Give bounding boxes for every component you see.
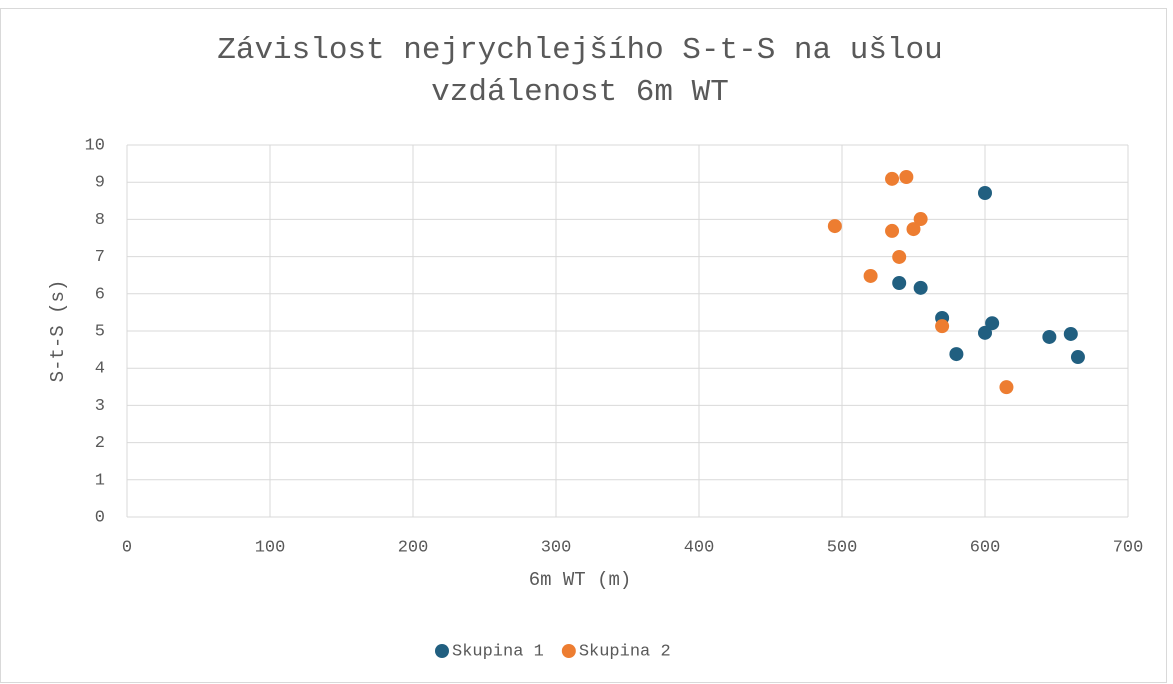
- point: [863, 268, 878, 283]
- y-axis-label: S-t-S (s): [47, 280, 69, 383]
- legend-label: Skupina 2: [579, 642, 671, 661]
- point: [1070, 350, 1085, 365]
- point: [906, 222, 921, 237]
- y-tick-label: 6: [95, 285, 105, 304]
- x-axis-label: 6m WT (m): [529, 569, 632, 591]
- chart-title: Závislost nejrychlejšího S-t-S na ušlou: [217, 33, 943, 68]
- point: [978, 185, 992, 200]
- point: [1042, 329, 1057, 344]
- point: [885, 171, 900, 186]
- point: [892, 276, 907, 291]
- legend-label: Skupina 1: [452, 642, 544, 661]
- y-tick-label: 7: [95, 248, 105, 267]
- x-tick-label: 300: [541, 538, 572, 557]
- x-tick-label: 500: [827, 538, 858, 557]
- legend-marker: [435, 644, 449, 658]
- x-tick-label: 400: [684, 538, 715, 557]
- chart-border: [0, 8, 1167, 683]
- point: [885, 223, 900, 238]
- point: [827, 219, 842, 234]
- point: [913, 212, 928, 227]
- x-tick-label: 600: [970, 538, 1001, 557]
- x-tick-label: 0: [122, 538, 132, 557]
- point: [978, 325, 992, 340]
- point: [949, 347, 964, 362]
- y-tick-label: 5: [95, 322, 105, 341]
- x-tick-label: 100: [255, 538, 286, 557]
- point: [985, 316, 1000, 331]
- y-tick-label: 10: [85, 136, 105, 155]
- point: [892, 249, 907, 264]
- y-tick-label: 3: [95, 397, 105, 416]
- y-tick-label: 9: [95, 174, 105, 193]
- legend-marker: [561, 644, 576, 658]
- y-tick-label: 8: [95, 211, 105, 230]
- y-tick-label: 4: [95, 360, 105, 379]
- chart-title: vzdálenost 6m WT: [431, 75, 729, 110]
- point: [935, 319, 950, 334]
- y-tick-label: 2: [95, 434, 105, 453]
- point: [899, 169, 914, 184]
- point: [999, 380, 1014, 395]
- x-tick-label: 200: [398, 538, 429, 557]
- y-tick-label: 1: [95, 471, 105, 490]
- x-tick-label: 700: [1113, 538, 1144, 557]
- y-tick-label: 0: [95, 508, 105, 527]
- point: [1063, 326, 1078, 341]
- point: [913, 280, 928, 295]
